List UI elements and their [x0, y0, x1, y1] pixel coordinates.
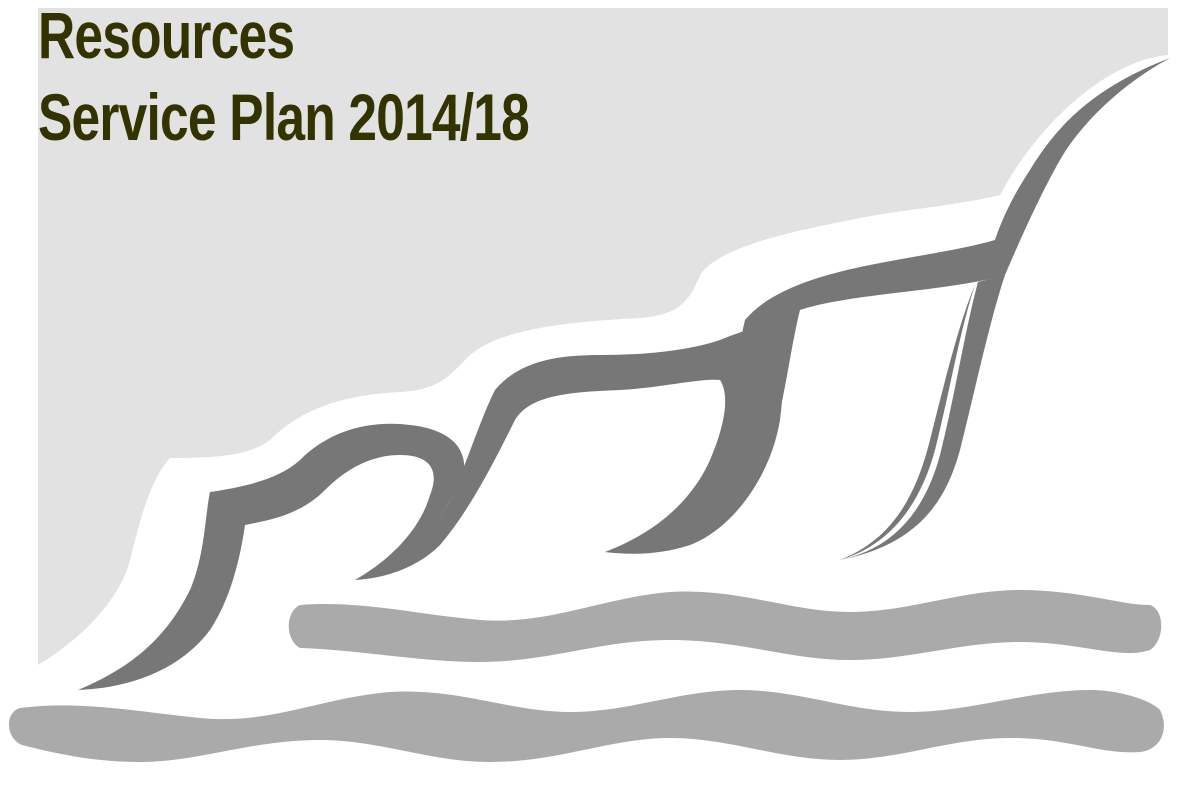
dark-wave-3	[605, 58, 1170, 554]
dark-wave-2	[355, 328, 783, 580]
background-panel	[38, 8, 1168, 665]
dark-wave-1	[78, 423, 465, 690]
document-title: Resources Service Plan 2014/18	[38, 2, 668, 150]
title-line-2: Service Plan 2014/18	[38, 80, 530, 154]
light-wave-upper	[288, 590, 1162, 662]
light-wave-lower	[8, 690, 1164, 762]
title-line-1: Resources	[38, 0, 295, 72]
dark-wave-4	[840, 275, 1005, 560]
